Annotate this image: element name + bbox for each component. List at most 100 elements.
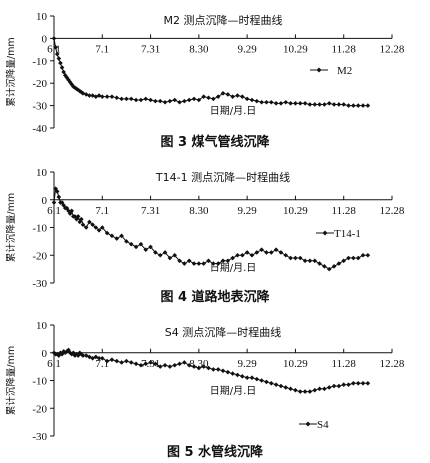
data-point bbox=[302, 258, 308, 264]
y-tick-label: -20 bbox=[32, 250, 47, 262]
data-point bbox=[201, 364, 206, 369]
data-point bbox=[259, 378, 264, 383]
data-point bbox=[312, 102, 318, 107]
figure-caption: 图 4 道路地表沉降 bbox=[160, 289, 270, 305]
data-point bbox=[244, 375, 250, 381]
legend: T14-1 bbox=[316, 228, 361, 240]
data-point bbox=[201, 94, 206, 99]
data-point bbox=[90, 356, 95, 361]
y-tick-label: -30 bbox=[32, 278, 47, 290]
data-point bbox=[365, 380, 371, 386]
data-point bbox=[148, 244, 153, 250]
data-point bbox=[220, 258, 226, 264]
x-tick-label: 9.29 bbox=[238, 358, 258, 370]
chart-2: 10 0 -10 -20 -30 6.1 7.1 7.31 8.30 9.29 10.29 11.28… bbox=[5, 167, 405, 305]
y-tick-label: -20 bbox=[32, 403, 47, 415]
data-point bbox=[196, 261, 202, 266]
data-point bbox=[293, 101, 298, 106]
data-point bbox=[302, 389, 308, 394]
data-point bbox=[326, 266, 332, 272]
y-tick-label: 0 bbox=[42, 33, 48, 45]
data-point bbox=[128, 96, 134, 102]
data-point bbox=[143, 361, 149, 367]
data-point bbox=[53, 45, 58, 50]
data-point bbox=[153, 98, 158, 104]
data-point bbox=[80, 353, 86, 358]
data-point bbox=[138, 241, 144, 247]
data-point bbox=[191, 96, 197, 102]
data-point bbox=[99, 225, 105, 230]
data-point bbox=[211, 261, 216, 266]
data-point bbox=[331, 264, 337, 269]
chart-title: S4 测点沉降—时程曲线 bbox=[165, 325, 281, 339]
data-point bbox=[143, 247, 149, 252]
y-tick-label: 10 bbox=[36, 320, 48, 332]
data-point bbox=[177, 361, 182, 367]
data-point bbox=[93, 225, 99, 230]
x-tick-label: 9.29 bbox=[238, 205, 258, 217]
data-point bbox=[64, 205, 70, 211]
x-tick-label: 11.28 bbox=[332, 358, 357, 370]
data-point bbox=[225, 92, 231, 97]
x-tick-label: 8.30 bbox=[189, 43, 209, 55]
data-point bbox=[283, 99, 289, 105]
data-point bbox=[283, 252, 289, 258]
figure-caption: 图 3 煤气管线沉降 bbox=[160, 134, 270, 150]
x-tick-label: 9.29 bbox=[238, 43, 258, 55]
x-tick-label: 6.1 bbox=[47, 358, 61, 370]
legend-label: T14-1 bbox=[334, 228, 361, 240]
data-point bbox=[297, 389, 303, 394]
legend-marker bbox=[316, 67, 322, 73]
data-point bbox=[74, 216, 79, 222]
data-point bbox=[341, 258, 347, 264]
y-axis-label: 累计沉降量/mm bbox=[5, 346, 17, 415]
x-axis-label: 日期/月.日 bbox=[210, 262, 257, 274]
data-point bbox=[322, 386, 327, 392]
y-axis-label: 累计沉降量/mm bbox=[5, 37, 17, 106]
data-point bbox=[196, 365, 202, 371]
data-point bbox=[153, 250, 158, 255]
data-point bbox=[59, 351, 65, 357]
x-tick-label: 7.31 bbox=[141, 205, 160, 217]
data-point bbox=[302, 101, 308, 106]
data-point bbox=[346, 255, 351, 261]
data-point bbox=[293, 387, 298, 393]
data-point bbox=[162, 250, 168, 255]
x-axis-label: 日期/月.日 bbox=[210, 105, 257, 117]
data-point bbox=[186, 258, 192, 264]
chart-title: T14-1 测点沉降—时程曲线 bbox=[155, 170, 290, 184]
data-point bbox=[317, 261, 322, 266]
data-point bbox=[346, 103, 351, 108]
data-point bbox=[278, 250, 284, 255]
data-point bbox=[80, 222, 86, 228]
data-point bbox=[360, 252, 366, 258]
data-point bbox=[119, 360, 124, 365]
x-tick-label: 6.1 bbox=[47, 205, 61, 217]
data-point bbox=[230, 371, 235, 376]
data-point bbox=[77, 219, 83, 225]
data-point bbox=[128, 241, 134, 247]
data-point bbox=[235, 252, 240, 258]
data-point bbox=[240, 94, 245, 99]
data-point bbox=[58, 350, 63, 356]
data-point bbox=[312, 258, 318, 264]
data-point bbox=[96, 356, 102, 361]
data-point bbox=[99, 356, 105, 361]
data-point bbox=[87, 354, 92, 360]
y-tick-label: -30 bbox=[32, 101, 47, 113]
data-point bbox=[341, 102, 347, 107]
data-point bbox=[167, 364, 173, 369]
data-point bbox=[83, 225, 89, 230]
data-point bbox=[133, 97, 139, 103]
data-point bbox=[79, 216, 84, 222]
data-point bbox=[167, 98, 173, 104]
data-point bbox=[128, 360, 134, 365]
x-tick-label: 10.29 bbox=[283, 43, 308, 55]
legend-label: S4 bbox=[317, 419, 329, 431]
legend-marker bbox=[305, 421, 311, 427]
y-tick-label: -10 bbox=[32, 376, 47, 388]
data-point bbox=[53, 186, 58, 191]
data-point bbox=[143, 96, 149, 102]
data-point bbox=[322, 264, 327, 269]
data-point bbox=[191, 261, 197, 266]
